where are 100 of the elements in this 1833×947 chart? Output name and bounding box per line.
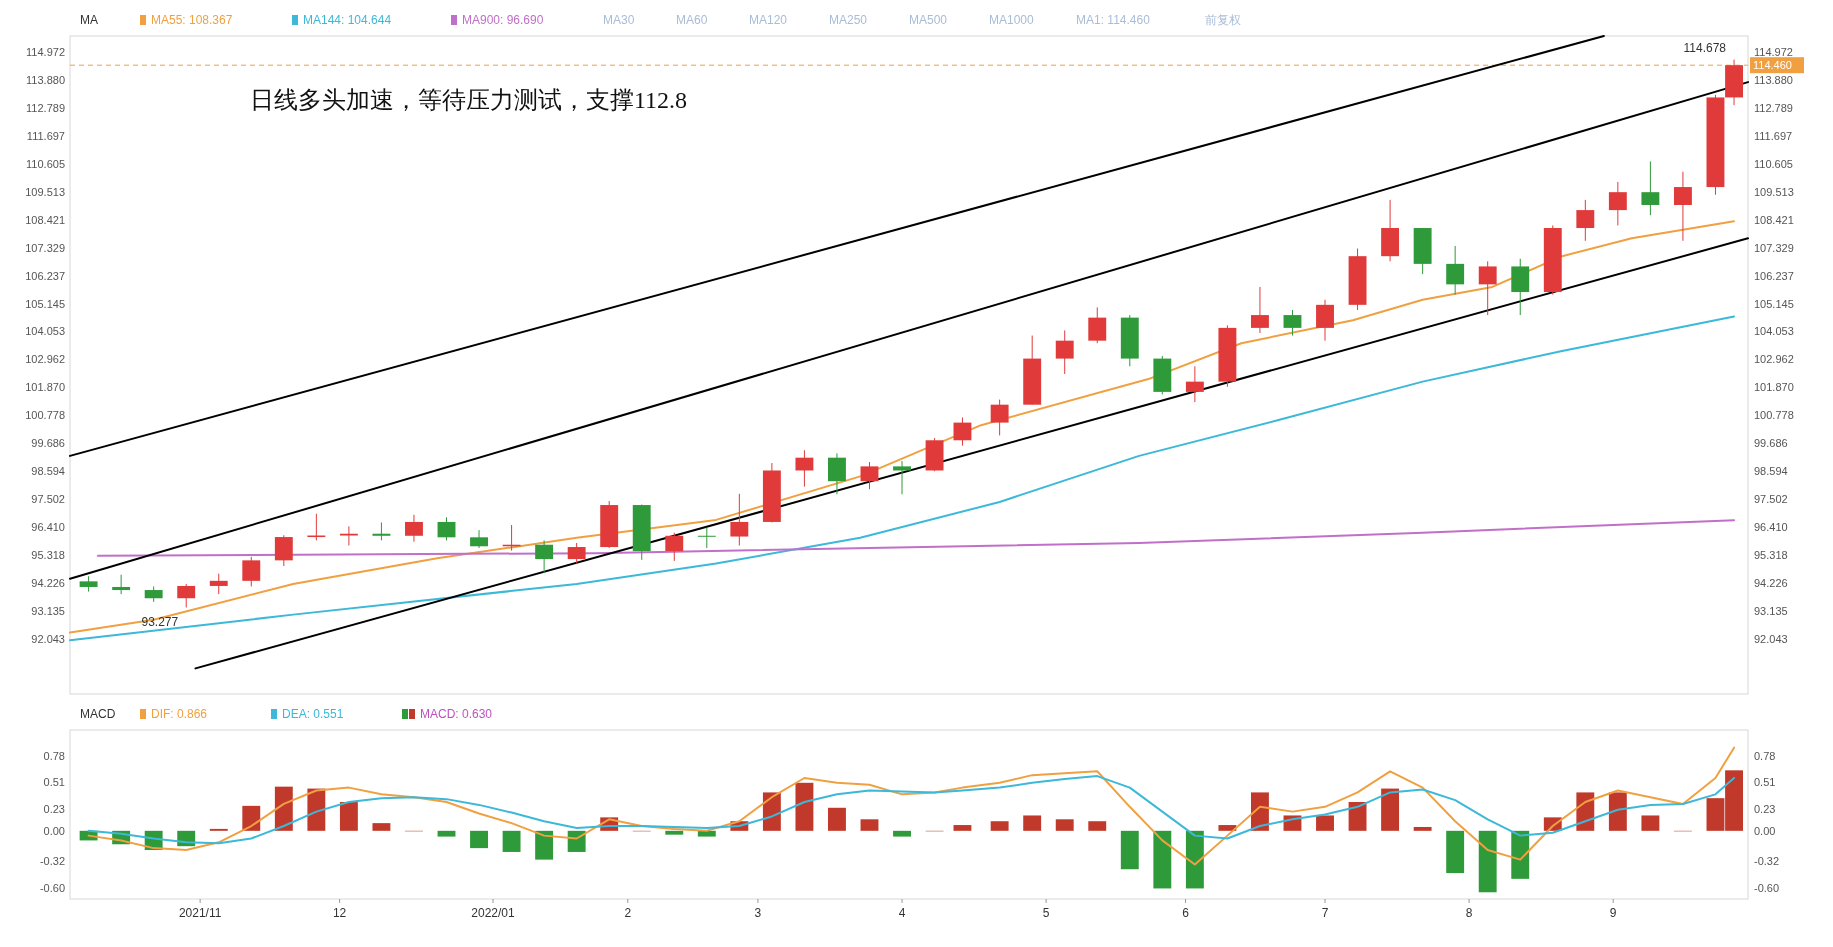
legend-label: DIF: 0.866 <box>151 707 208 721</box>
y-tick-label: 0.23 <box>43 802 65 815</box>
bar <box>1511 830 1530 879</box>
candlestick <box>795 449 814 488</box>
y-tick-label: 113.880 <box>26 73 65 86</box>
candlestick <box>1673 171 1692 242</box>
bar <box>1185 830 1204 889</box>
annotation: 114.678 <box>1683 40 1727 55</box>
bar <box>1413 826 1432 831</box>
text: MA30 <box>603 13 635 27</box>
legend-label: MA55: 108.367 <box>151 13 233 27</box>
y2-tick-label: 102.962 <box>1754 353 1794 366</box>
y2-tick-label: 107.329 <box>1754 241 1794 254</box>
bar <box>1381 788 1400 831</box>
x-tick-label: 6 <box>1182 906 1190 920</box>
y2-tick-label: 104.053 <box>1754 325 1794 338</box>
bar <box>1446 830 1465 874</box>
y-tick-label: 101.870 <box>25 381 65 394</box>
bar <box>339 802 358 831</box>
line-series <box>87 746 1736 866</box>
candlestick <box>828 452 846 495</box>
bar <box>1218 825 1237 831</box>
y-tick-label: 0.00 <box>43 824 65 837</box>
bar <box>1316 815 1334 831</box>
text: MA250 <box>829 13 868 27</box>
candlestick <box>112 574 131 595</box>
y-tick-label: 104.053 <box>25 325 65 338</box>
legend-label: MA900: 96.690 <box>462 13 544 27</box>
x-tick-label: 9 <box>1609 906 1617 920</box>
candlestick <box>697 527 716 549</box>
bar <box>242 805 261 831</box>
x-tick-label: 3 <box>754 906 762 920</box>
candlestick <box>1088 306 1107 344</box>
bar <box>1055 819 1074 831</box>
bar <box>1608 792 1627 831</box>
candlestick <box>1283 309 1302 337</box>
bar <box>893 830 911 837</box>
y2-tick-label: 99.686 <box>1754 437 1788 450</box>
candlestick <box>242 556 261 587</box>
y2-tick-label: 0.00 <box>1754 824 1776 837</box>
y-tick-label: 0.78 <box>43 749 65 762</box>
x-tick-label: 4 <box>898 906 906 920</box>
y-tick-label: 99.686 <box>31 437 65 450</box>
y2-tick-label: 92.043 <box>1754 632 1788 645</box>
y-tick-label: 112.789 <box>26 101 65 114</box>
candlestick <box>405 514 423 543</box>
y2-tick-label: -0.32 <box>1754 855 1780 868</box>
bar <box>1478 830 1497 893</box>
legend-label: DEA: 0.551 <box>282 707 344 721</box>
bar <box>990 821 1009 831</box>
text: 前复权 <box>1205 13 1241 27</box>
y-tick-label: 93.135 <box>31 605 65 618</box>
candlestick <box>1185 365 1204 403</box>
candlestick <box>535 539 554 574</box>
text: MA1: 114.460 <box>1076 13 1151 27</box>
y-tick-label: 98.594 <box>31 465 65 478</box>
y-tick-label: 108.421 <box>25 213 65 226</box>
annotation: 93.277 <box>141 614 179 629</box>
y2-tick-label: 97.502 <box>1754 493 1788 506</box>
bar <box>1153 830 1172 889</box>
y2-tick-label: 101.870 <box>1754 381 1794 394</box>
y-tick-label: 100.778 <box>25 409 65 422</box>
candlestick <box>860 461 879 490</box>
candlestick <box>730 493 749 546</box>
y-tick-label: 96.410 <box>31 521 65 534</box>
y2-tick-label: 95.318 <box>1754 549 1788 562</box>
legend-label: MACD: 0.630 <box>420 707 493 721</box>
candlestick <box>1641 160 1660 216</box>
y-tick-label: 102.962 <box>25 353 65 366</box>
bar <box>697 830 716 837</box>
text: MA1000 <box>989 13 1035 27</box>
bar <box>665 830 684 835</box>
y2-tick-label: 98.594 <box>1754 465 1788 478</box>
text: MA500 <box>909 13 948 27</box>
line-series <box>69 315 1736 642</box>
candlestick <box>1250 286 1269 334</box>
y2-tick-label: 100.778 <box>1754 409 1794 422</box>
y-tick-label: -0.32 <box>39 855 65 868</box>
y-tick-label: 105.145 <box>25 297 65 310</box>
bar <box>372 823 391 831</box>
y2-tick-label: 108.421 <box>1754 213 1794 226</box>
candlestick <box>437 516 456 541</box>
y2-tick-label: 109.513 <box>1754 185 1794 198</box>
bar <box>1088 821 1107 831</box>
candlestick <box>470 529 488 549</box>
y2-tick-label: 96.410 <box>1754 521 1788 534</box>
candlestick <box>1055 329 1074 375</box>
bar <box>535 830 554 860</box>
y-tick-label: 114.972 <box>26 45 65 58</box>
candlestick <box>1608 181 1627 226</box>
legend-title: MA <box>80 13 98 27</box>
y-tick-label: 0.51 <box>43 775 65 788</box>
bar <box>470 830 488 849</box>
legend-label: MA144: 104.644 <box>303 13 392 27</box>
candlestick <box>953 416 972 447</box>
y2-tick-label: -0.60 <box>1754 882 1780 895</box>
ref-line-label: 114.460 <box>1753 59 1792 72</box>
line-series <box>69 220 1736 634</box>
bar <box>953 825 972 831</box>
x-tick-label: 7 <box>1321 906 1329 920</box>
